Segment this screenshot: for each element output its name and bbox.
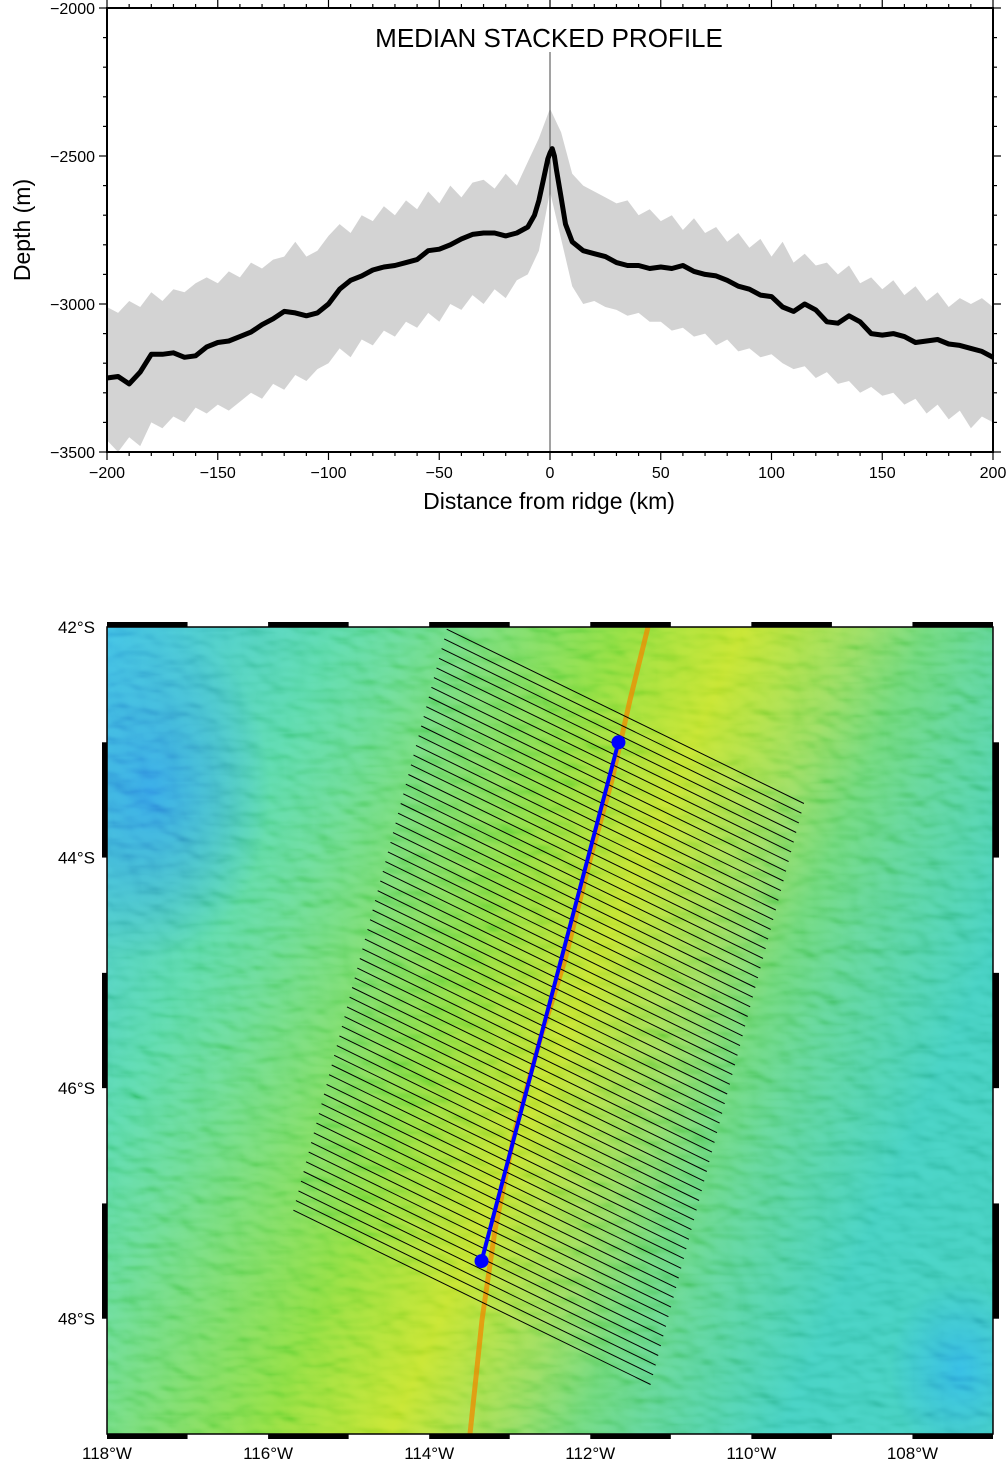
map-lat-label: 44°S (58, 849, 95, 868)
frame-bar-right (993, 972, 999, 1089)
map-lon-label: 118°W (82, 1444, 132, 1463)
frame-bar-right (993, 1203, 999, 1319)
frame-bar-bottom (107, 1434, 188, 1439)
y-axis-title: Depth (m) (9, 179, 35, 281)
cross-profile-line (298, 1190, 656, 1366)
frame-bar-top (268, 622, 349, 627)
cross-profile-line (295, 1200, 654, 1376)
median-line (106, 146, 995, 387)
map-raster (107, 627, 993, 1434)
x-tick-label: 150 (869, 465, 896, 482)
y-tick-label: −2500 (50, 149, 95, 166)
frame-bar-left (102, 1203, 107, 1319)
y-tick-label: −3000 (50, 297, 95, 314)
map-lon-label: 112°W (565, 1444, 615, 1463)
frame-bar-bottom (429, 1434, 510, 1439)
frame-bar-right (993, 742, 999, 858)
frame-bar-left (102, 742, 107, 858)
x-tick-label: 0 (546, 465, 555, 482)
map-lon-label: 108°W (887, 1444, 938, 1463)
frame-bar-bottom (590, 1434, 671, 1439)
cross-profile-line (293, 1209, 651, 1385)
frame-bar-left (102, 972, 107, 1089)
y-tick-label: −3500 (50, 445, 95, 462)
frame-bar-top (751, 622, 832, 627)
stacked-profile-chart: −200 −150 −100 −50 0 50 100 150 200 −3500 −3000 −25… (9, 0, 1007, 514)
frame-bar-top (107, 622, 188, 627)
cross-profile-line (300, 1180, 659, 1356)
x-tick-label: −200 (89, 465, 125, 482)
ridge-start-point (611, 735, 626, 750)
cross-profile-line (443, 638, 802, 814)
x-tick-label: −150 (200, 465, 236, 482)
map-lon-label: 114°W (404, 1444, 454, 1463)
x-axis-title: Distance from ridge (km) (423, 488, 675, 514)
hillshade-texture (107, 627, 993, 1434)
x-tick-label: 100 (758, 465, 785, 482)
ridge-segment (479, 741, 621, 1262)
chart-title: MEDIAN STACKED PROFILE (375, 23, 723, 53)
x-tick-label: 50 (652, 465, 670, 482)
frame-bar-bottom (912, 1434, 993, 1439)
map-lat-label: 48°S (58, 1310, 95, 1329)
frame-bar-bottom (268, 1434, 349, 1439)
cross-profile-line (446, 628, 805, 804)
map-lat-label: 46°S (58, 1079, 95, 1098)
frame-bar-top (590, 622, 671, 627)
map-lon-label: 116°W (243, 1444, 293, 1463)
map-lon-label: 110°W (726, 1444, 776, 1463)
frame-bar-bottom (751, 1434, 832, 1439)
frame-bar-top (429, 622, 510, 627)
map-lat-label: 42°S (58, 618, 95, 637)
x-tick-label: 200 (980, 465, 1007, 482)
x-tick-label: −100 (310, 465, 346, 482)
frame-bar-top (912, 622, 993, 627)
ridge-end-point (474, 1254, 489, 1269)
x-tick-label: −50 (426, 465, 453, 482)
y-tick-label: −2000 (50, 1, 95, 18)
